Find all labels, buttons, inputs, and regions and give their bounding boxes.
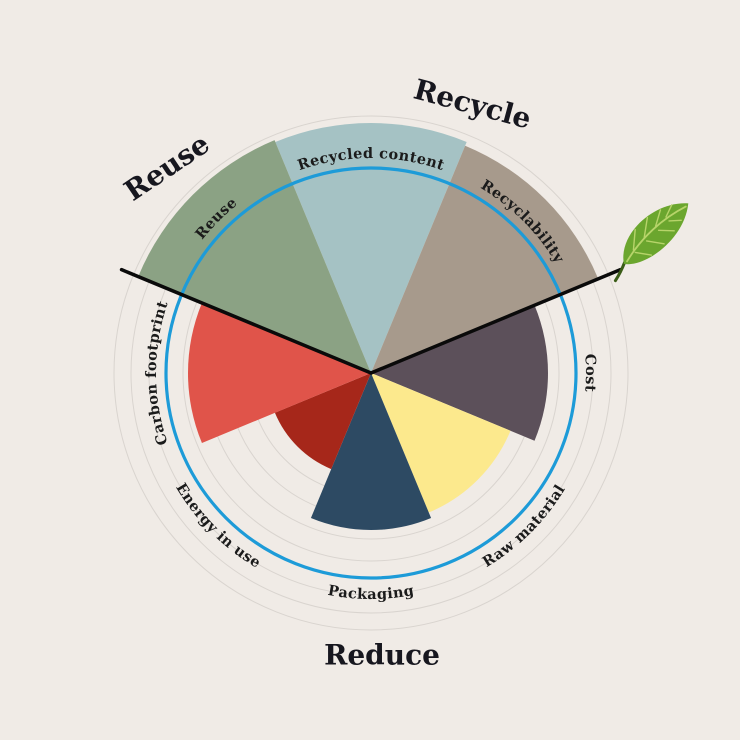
- reference-ring: [164, 166, 578, 580]
- segment-cost: [371, 305, 548, 441]
- section-divider: [369, 267, 623, 375]
- grid-circle: [113, 115, 629, 631]
- leaf-vein: [654, 209, 662, 228]
- section-divider: [119, 267, 373, 375]
- segment-raw-material: [371, 373, 511, 513]
- leaf-vein: [645, 240, 665, 245]
- segment-packaging: [310, 373, 432, 530]
- leaf-vein-center: [626, 205, 687, 263]
- segment-energy-in-use: [274, 373, 371, 470]
- segment-label-cost: Cost: [581, 353, 599, 392]
- segment-carbon-footprint: [187, 302, 371, 444]
- leaf-vein: [643, 216, 649, 239]
- section-label-reduce: Reduce: [324, 639, 440, 672]
- leaf-vein: [665, 204, 673, 218]
- segment-label-packaging: Packaging: [327, 582, 416, 603]
- leaf-vein: [632, 228, 636, 251]
- leaf-vein: [657, 229, 675, 232]
- leaf-body: [623, 203, 689, 265]
- leaf-vein: [634, 251, 653, 256]
- segment-recyclability: [371, 145, 599, 373]
- leaf-vein: [668, 219, 682, 222]
- segment-reuse: [138, 140, 371, 373]
- segment-recycled-content: [275, 123, 467, 373]
- leaf-icon: [613, 203, 689, 283]
